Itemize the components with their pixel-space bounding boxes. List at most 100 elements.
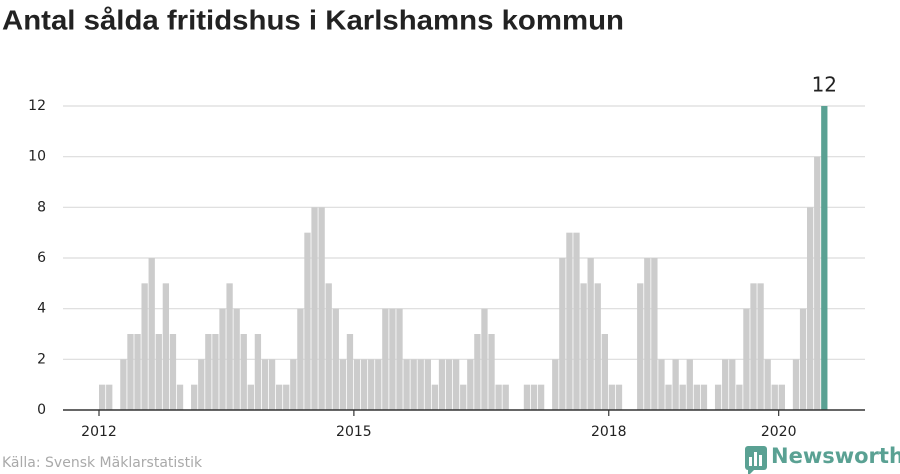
brand-logo: [745, 446, 767, 474]
bar: [438, 359, 446, 410]
bar: [814, 156, 821, 410]
bar: [573, 232, 580, 410]
bar: [608, 384, 616, 410]
bar: [488, 334, 495, 410]
bar: [474, 334, 481, 410]
bar: [693, 384, 701, 410]
bar: [212, 334, 219, 410]
bar: [410, 359, 417, 410]
y-tick-label: 6: [37, 250, 46, 266]
bar: [778, 384, 785, 410]
bar: [566, 232, 573, 410]
bar: [346, 334, 354, 410]
bar: [375, 359, 382, 410]
bar: [134, 334, 141, 410]
bar: [233, 308, 240, 410]
bar: [757, 283, 764, 410]
bar: [502, 384, 509, 410]
bar: [771, 384, 778, 410]
bar: [360, 359, 368, 410]
bar: [679, 384, 686, 410]
bar: [254, 334, 262, 410]
bar: [495, 384, 502, 410]
value-label: 12: [812, 73, 837, 97]
bar: [106, 384, 113, 410]
bar: [325, 283, 332, 410]
y-tick-label: 4: [37, 301, 46, 317]
bar: [686, 359, 693, 410]
bar: [191, 384, 198, 410]
source: Källa: Svensk Mäklarstatistik: [2, 455, 203, 471]
bar: [368, 359, 375, 410]
bar: [722, 359, 729, 410]
bar: [268, 359, 276, 410]
bar: [247, 384, 254, 410]
bar: [672, 359, 679, 410]
bar: [353, 359, 361, 410]
x-tick-label: 2012: [81, 424, 117, 440]
bar: [141, 283, 148, 410]
bar: [552, 359, 559, 410]
bar: [304, 232, 311, 410]
bar: [240, 334, 247, 410]
bar: [530, 384, 538, 410]
bar: [651, 258, 658, 410]
bar: [396, 308, 403, 410]
y-tick-label: 10: [28, 149, 46, 165]
bar: [198, 359, 205, 410]
bar: [665, 384, 672, 410]
bar: [283, 384, 290, 410]
bar: [176, 384, 184, 410]
y-tick-label: 0: [37, 402, 46, 418]
bar: [714, 384, 722, 410]
bar: [601, 334, 608, 410]
bar: [389, 308, 396, 410]
bar: [821, 106, 828, 411]
bar: [700, 384, 708, 410]
x-tick-label: 2020: [761, 424, 797, 440]
bar: [276, 384, 283, 410]
bar: [792, 359, 800, 410]
bar: [736, 384, 743, 410]
bar: [205, 334, 212, 410]
bar: [290, 359, 297, 410]
bar: [332, 308, 339, 410]
bar: [750, 283, 757, 410]
bar: [764, 359, 771, 410]
y-tick-label: 8: [37, 199, 46, 215]
bar: [587, 258, 594, 410]
bar: [155, 334, 162, 410]
bar: [431, 384, 439, 410]
bar: [637, 283, 644, 410]
y-tick-label: 2: [37, 351, 46, 367]
bar: [559, 258, 566, 410]
bar: [382, 308, 389, 410]
bar: [162, 283, 170, 410]
bar: [467, 359, 474, 410]
bar: [297, 308, 304, 410]
bar: [481, 308, 488, 410]
bar: [537, 384, 545, 410]
bar: [594, 283, 601, 410]
bar: [226, 283, 233, 410]
bar: [743, 308, 750, 410]
bar: [311, 207, 318, 410]
brand-name: Newsworthy: [771, 444, 900, 468]
bar: [403, 359, 410, 410]
bar: [120, 359, 127, 410]
x-tick-label: 2018: [591, 424, 627, 440]
bar: [127, 334, 134, 410]
chart-title: Antal sålda fritidshus i Karlshamns komm…: [2, 4, 624, 35]
bar: [523, 384, 531, 410]
bar: [445, 359, 453, 410]
bar: [460, 384, 467, 410]
bar: [169, 334, 177, 410]
bar: [453, 359, 460, 410]
bar: [339, 359, 347, 410]
bar: [799, 308, 807, 410]
bar: [580, 283, 587, 410]
bar: [417, 359, 424, 410]
bar: [219, 308, 226, 410]
bar: [318, 207, 325, 410]
